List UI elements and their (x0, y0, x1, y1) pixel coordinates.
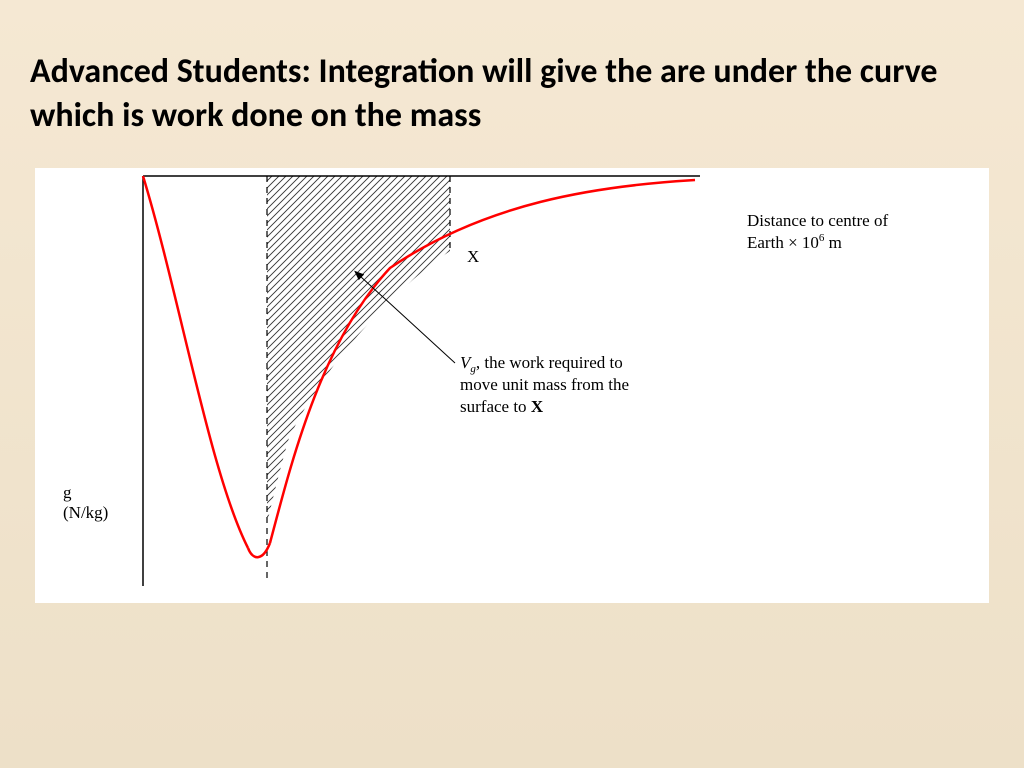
annotation-arrow (360, 276, 455, 363)
y-axis-label-line1: g (63, 483, 72, 502)
curve-left (143, 176, 248, 548)
slide-title: Advanced Students: Integration will give… (0, 0, 1024, 158)
chart-svg: g (N/kg) X Distance to centre of Earth ×… (35, 168, 989, 603)
x-point-label: X (467, 247, 479, 266)
annotation-line2: move unit mass from the (460, 375, 629, 394)
hatched-area (267, 176, 450, 556)
annotation-line1: Vg, the work required to (460, 353, 623, 375)
chart-panel: g (N/kg) X Distance to centre of Earth ×… (35, 168, 989, 603)
y-axis-label-line2: (N/kg) (63, 503, 108, 522)
annotation-line3: surface to X (460, 397, 544, 416)
x-axis-desc-line1: Distance to centre of (747, 211, 888, 230)
x-axis-desc-line2: Earth × 106 m (747, 232, 842, 252)
